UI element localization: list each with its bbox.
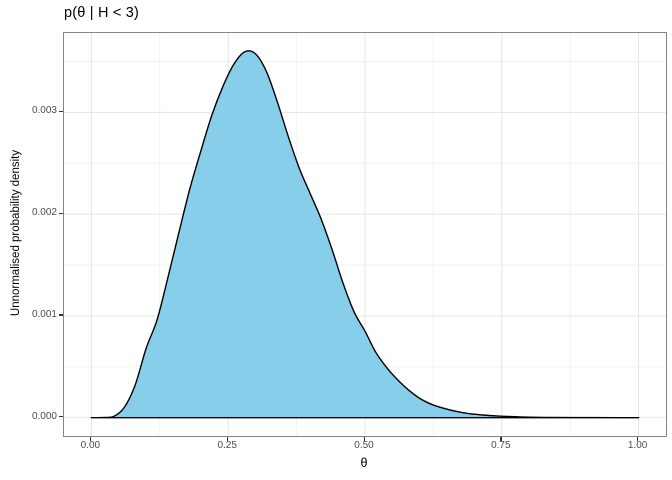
x-tick-label: 1.00 — [627, 440, 648, 451]
plot-panel — [63, 32, 667, 437]
plot-title: p(θ | H < 3) — [64, 5, 140, 21]
y-axis-tick — [59, 416, 63, 418]
x-tick-label: 0.25 — [217, 440, 237, 451]
x-axis-tick — [226, 436, 228, 441]
y-axis-tick — [59, 314, 63, 316]
y-axis-title: Unnormalised probability density — [10, 149, 22, 317]
x-axis-tick — [363, 436, 365, 441]
x-axis-tick — [500, 436, 502, 441]
x-tick-label: 0.75 — [491, 440, 511, 451]
y-tick-label: 0.003 — [31, 105, 57, 117]
y-axis-tick — [59, 110, 63, 113]
x-axis-tick — [89, 436, 92, 441]
y-axis-tick — [59, 212, 63, 214]
y-tick-label: 0.001 — [31, 308, 57, 320]
x-axis-tick — [637, 436, 639, 441]
y-tick-label: 0.000 — [31, 410, 57, 422]
x-tick-label: 0.50 — [354, 440, 374, 451]
x-axis-title: θ — [360, 456, 368, 470]
x-tick-label: 0.00 — [80, 440, 101, 451]
plot-canvas — [64, 33, 666, 436]
density-area — [90, 50, 640, 419]
y-tick-label: 0.002 — [31, 207, 57, 219]
